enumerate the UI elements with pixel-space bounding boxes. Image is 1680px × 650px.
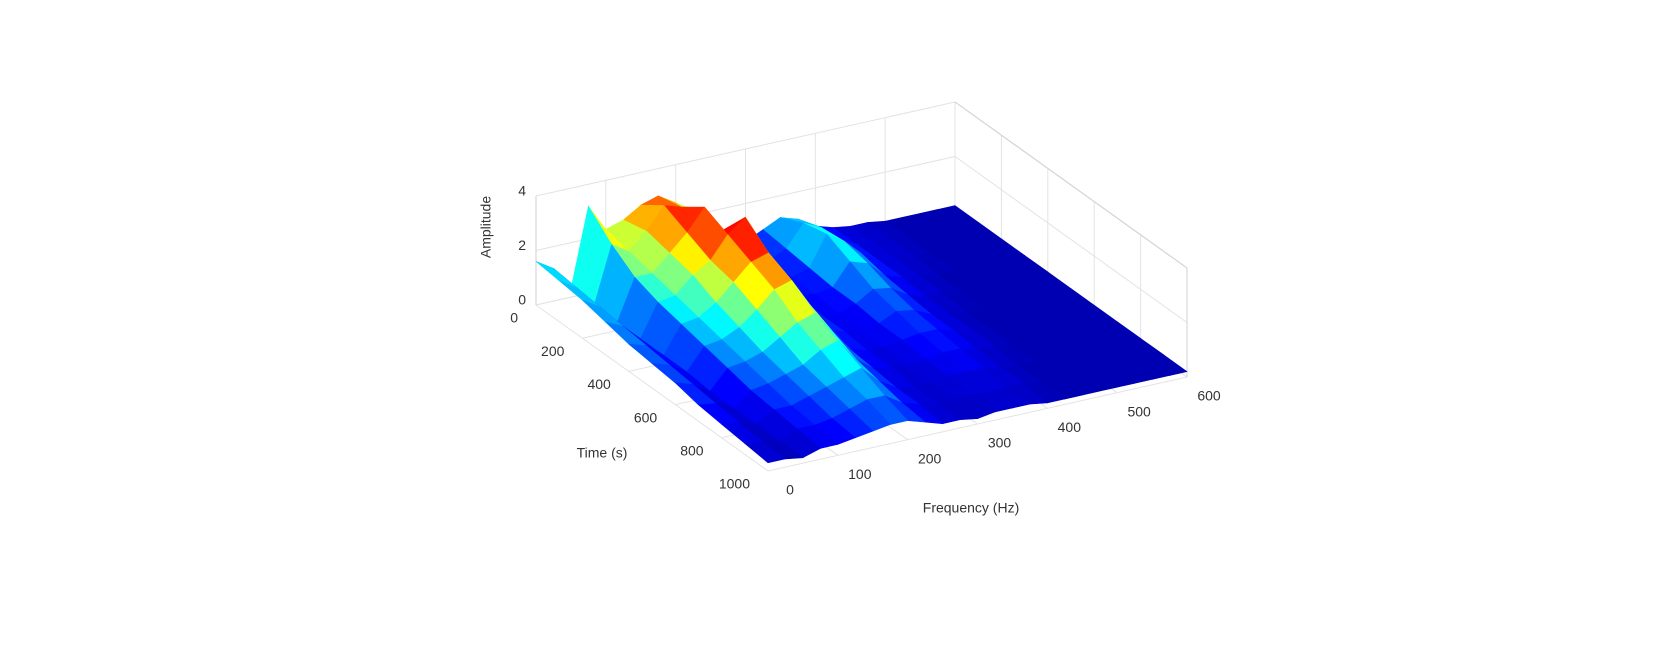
x-tick-label: 100 bbox=[848, 466, 872, 482]
x-tick-label: 0 bbox=[786, 482, 794, 498]
y-tick-label: 400 bbox=[587, 376, 611, 392]
x-tick-label: 600 bbox=[1197, 388, 1221, 404]
grid-line bbox=[767, 376, 1188, 472]
grid-line bbox=[535, 304, 769, 472]
y-tick-label: 800 bbox=[680, 443, 704, 459]
surface-cell bbox=[744, 441, 787, 464]
z-tick-label: 2 bbox=[518, 237, 526, 253]
z-tick-label: 4 bbox=[518, 183, 526, 199]
surface-cell bbox=[535, 261, 577, 288]
x-tick-label: 200 bbox=[918, 450, 942, 466]
grid-line bbox=[535, 101, 956, 197]
y-tick-label: 600 bbox=[634, 409, 658, 425]
y-tick-label: 0 bbox=[510, 310, 518, 326]
x-tick-label: 500 bbox=[1127, 403, 1151, 419]
z-axis-label: Amplitude bbox=[478, 196, 494, 258]
z-tick-label: 0 bbox=[518, 292, 526, 308]
x-axis-label: Frequency (Hz) bbox=[923, 500, 1019, 516]
axis-edge bbox=[954, 101, 1188, 269]
x-tick-label: 300 bbox=[988, 435, 1012, 451]
grid-line bbox=[954, 156, 1188, 323]
x-tick-label: 400 bbox=[1058, 419, 1082, 435]
y-tick-label: 200 bbox=[541, 343, 565, 359]
y-tick-label: 1000 bbox=[719, 476, 750, 492]
y-axis-label: Time (s) bbox=[577, 445, 628, 461]
